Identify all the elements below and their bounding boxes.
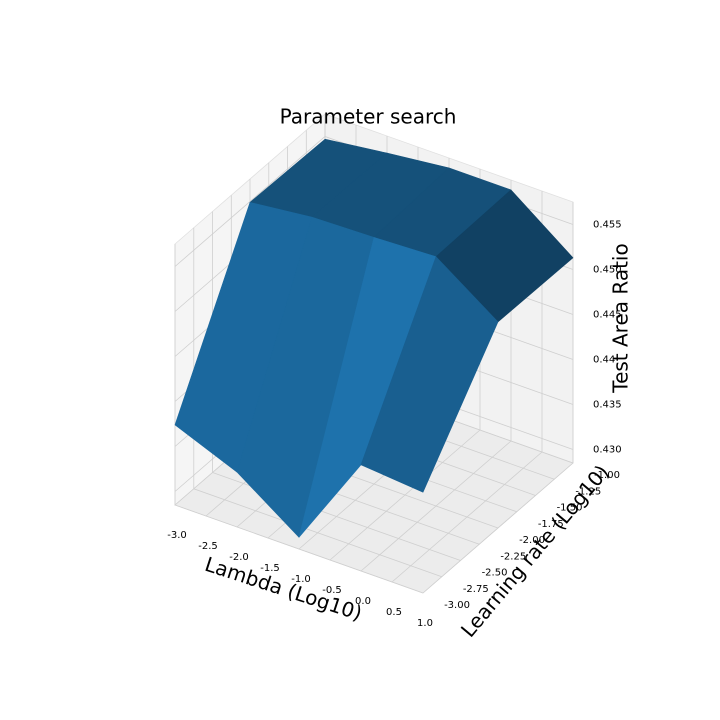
z-axis-label: Test Area Ratio xyxy=(609,243,633,393)
x-tick-label: -1.5 xyxy=(260,563,280,574)
y-tick-label: -1.75 xyxy=(538,519,564,530)
z-tick-label: 0.450 xyxy=(593,265,622,276)
surface xyxy=(174,138,574,538)
z-tick-label: 0.44 xyxy=(593,355,615,366)
z-tick-label: 0.455 xyxy=(593,220,622,231)
surface-face xyxy=(360,256,499,493)
z-tick-label: 0.435 xyxy=(593,400,622,411)
labels: -3.0 -2.5 -2.0 -1.5 -1.0 -0.5 0.0 0.5 1.0 -3.00 -2… xyxy=(167,220,621,630)
y-grid-line xyxy=(193,227,442,578)
z-tick-label: 0.445 xyxy=(593,310,622,321)
y-tick-label: -2.00 xyxy=(519,535,545,546)
y-grid-line xyxy=(212,211,461,561)
x-tick-label: -2.5 xyxy=(198,541,218,552)
y-tick-label: -2.50 xyxy=(482,568,508,579)
y-tick-label: -1.25 xyxy=(575,486,601,497)
x-tick-label: -3.0 xyxy=(167,530,187,541)
y-tick-label: -2.25 xyxy=(500,551,526,562)
y-grid-line xyxy=(174,244,424,594)
x-tick-label: -0.5 xyxy=(322,585,342,596)
y-tick-label: -1.50 xyxy=(557,503,583,514)
x-tick-label: 0.0 xyxy=(355,596,371,607)
x-tick-label: -2.0 xyxy=(229,552,249,563)
chart-title: Parameter search xyxy=(280,105,457,129)
x-tick-label: -1.0 xyxy=(291,574,311,585)
x-tick-label: 0.5 xyxy=(386,607,402,618)
y-tick-label: -3.00 xyxy=(444,600,470,611)
z-tick-label: 0.430 xyxy=(593,445,622,456)
x-tick-label: 1.0 xyxy=(417,618,433,629)
y-tick-label: -1.00 xyxy=(594,470,620,481)
y-tick-label: -2.75 xyxy=(463,584,489,595)
